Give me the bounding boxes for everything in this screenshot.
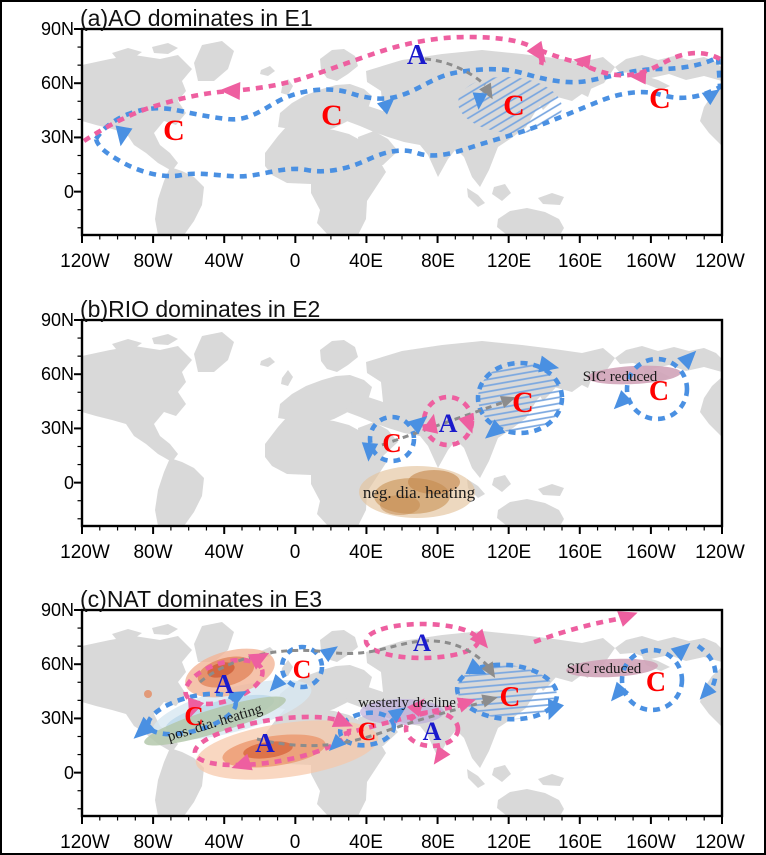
x-tick-label: 40W xyxy=(204,542,244,563)
axis-ticks xyxy=(74,609,723,824)
x-tick-label: 160W xyxy=(626,832,676,853)
y-tick-label: 90N xyxy=(40,600,74,620)
x-tick-label: 120W xyxy=(695,251,745,272)
anticyclone-label: A xyxy=(214,669,234,699)
cyclone-label: C xyxy=(293,655,312,684)
x-tick-label: 40E xyxy=(349,542,383,563)
x-tick-label: 120E xyxy=(486,251,532,272)
cyclone-label: C xyxy=(649,82,671,115)
x-tick-label: 120W xyxy=(60,832,110,853)
panel-a-title: (a)AO dominates in E1 xyxy=(80,5,313,31)
axis-ticks xyxy=(74,28,723,243)
cyclone-contour xyxy=(454,662,560,722)
anticyclone-wave-contour xyxy=(343,702,463,737)
anticyclone-label: A xyxy=(255,728,275,758)
anticyclone-label: A xyxy=(407,40,428,71)
y-tick-label: 30N xyxy=(40,418,74,438)
x-tick-label: 80E xyxy=(421,832,455,853)
cyclone-contour xyxy=(337,710,397,748)
x-tick-label: 0 xyxy=(289,832,301,853)
cyclone-label: C xyxy=(358,717,377,746)
y-tick-label: 60N xyxy=(40,654,74,674)
cyclone-contour xyxy=(624,356,690,422)
axis-ticks xyxy=(74,319,723,534)
x-tick-label: 0 xyxy=(289,251,301,272)
y-tick-label: 0 xyxy=(63,182,74,202)
anticyclone-wave-contour xyxy=(536,46,722,78)
y-tick-label: 30N xyxy=(40,127,74,147)
y-tick-label: 60N xyxy=(40,73,74,93)
wave-train-arrow xyxy=(256,700,485,748)
y-tick-label: 0 xyxy=(63,473,74,493)
cyclone-label: C xyxy=(512,386,534,419)
x-tick-label: 160W xyxy=(626,251,676,272)
cyclone-label: C xyxy=(646,667,666,698)
sic-reduced-region xyxy=(587,365,681,385)
x-tick-label: 120E xyxy=(486,832,532,853)
cyclone-label: C xyxy=(503,89,525,122)
x-tick-label: 160W xyxy=(626,542,676,563)
neg-heating-region xyxy=(408,470,460,494)
x-tick-label: 40W xyxy=(204,832,244,853)
hatched-anomaly-region xyxy=(457,664,557,720)
x-tick-label: 160E xyxy=(557,832,603,853)
sic-reduced-region xyxy=(566,658,658,678)
anticyclone-label: A xyxy=(439,409,458,438)
x-tick-label: 80W xyxy=(133,251,173,272)
x-tick-label: 120E xyxy=(486,542,532,563)
anticyclone-contour xyxy=(403,709,461,749)
annotation-neg-dia-heating: neg. dia. heating xyxy=(363,483,476,502)
x-tick-label: 40E xyxy=(349,251,383,272)
x-tick-label: 80W xyxy=(133,832,173,853)
cyclone-contour xyxy=(279,644,325,690)
x-tick-label: 120W xyxy=(695,542,745,563)
panel-c-map: A C A C C A C A C SIC reduced westerly d… xyxy=(74,604,724,824)
x-tick-label: 120W xyxy=(60,542,110,563)
cyclone-contour xyxy=(475,360,565,436)
x-tick-label: 80E xyxy=(421,251,455,272)
x-tick-label: 120W xyxy=(695,832,745,853)
cyclone-label: C xyxy=(321,99,343,132)
cyclone-label: C xyxy=(649,376,669,407)
panel-c-title: (c)NAT dominates in E3 xyxy=(80,586,323,612)
annotation-sic-reduced: SIC reduced xyxy=(583,369,658,385)
cyclone-wave-contour xyxy=(696,644,718,696)
panel-a-map: C C A C C xyxy=(74,27,725,243)
y-tick-label: 90N xyxy=(40,19,74,39)
cyclone-label: C xyxy=(500,681,521,713)
x-tick-label: 160E xyxy=(557,542,603,563)
cyclone-contour xyxy=(367,414,417,464)
wave-train-arrow xyxy=(424,57,487,87)
annotation-sic-reduced: SIC reduced xyxy=(567,661,642,677)
warm-sst-region xyxy=(243,741,293,759)
anticyclone-label: A xyxy=(423,717,442,746)
x-tick-label: 80E xyxy=(421,542,455,563)
cyclone-label: C xyxy=(382,428,402,458)
y-tick-label: 0 xyxy=(63,763,74,783)
neg-heating-region xyxy=(380,495,420,515)
anticyclone-wave-contour xyxy=(82,34,544,143)
panel-b-title: (b)RIO dominates in E2 xyxy=(80,296,321,322)
x-tick-label: 40W xyxy=(204,251,244,272)
x-tick-label: 0 xyxy=(289,542,301,563)
annotation-westerly-decline: westerly decline xyxy=(358,695,456,711)
anticyclone-contour xyxy=(183,657,265,707)
wave-train-arrow xyxy=(381,399,508,447)
x-tick-label: 120W xyxy=(60,251,110,272)
x-tick-label: 160E xyxy=(557,251,603,272)
y-tick-label: 30N xyxy=(40,708,74,728)
cyclone-contour xyxy=(619,647,685,713)
warm-sst-region xyxy=(144,690,152,698)
panel-b-map: C A C C SIC reduced neg. dia. heating xyxy=(74,318,724,534)
y-tick-label: 60N xyxy=(40,364,74,384)
cyclone-label: C xyxy=(184,701,204,731)
hatched-anomaly-region xyxy=(478,363,562,433)
cyclone-label: C xyxy=(163,114,185,147)
y-tick-label: 90N xyxy=(40,310,74,330)
x-tick-label: 40E xyxy=(349,832,383,853)
anticyclone-label: A xyxy=(413,630,431,657)
x-tick-label: 80W xyxy=(133,542,173,563)
